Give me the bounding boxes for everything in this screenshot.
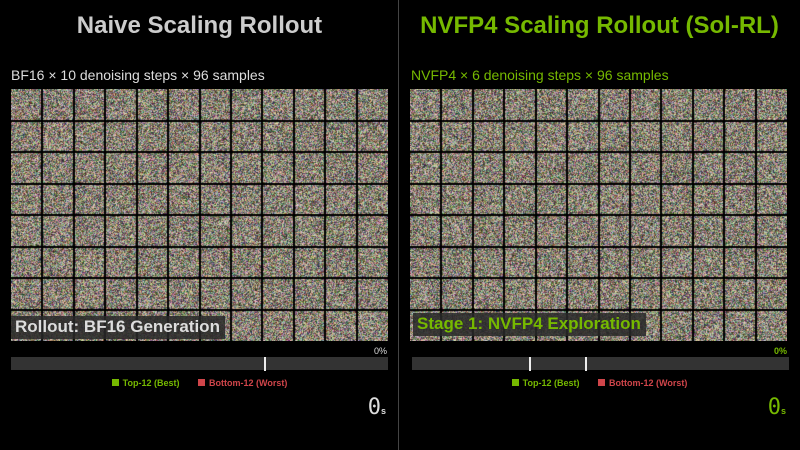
legend: Top-12 (Best) Bottom-12 (Worst) xyxy=(0,378,399,388)
timer: 0s xyxy=(768,395,786,420)
best-swatch-icon xyxy=(512,379,519,386)
panel-subtitle: NVFP4 × 6 denoising steps × 96 samples xyxy=(411,67,669,83)
timer-value: 0 xyxy=(768,395,781,420)
timer-value: 0 xyxy=(368,395,381,420)
legend-worst: Bottom-12 (Worst) xyxy=(609,378,687,388)
nvfp4-rollout-panel: NVFP4 Scaling Rollout (Sol-RL) NVFP4 × 6… xyxy=(400,0,799,450)
panel-title: NVFP4 Scaling Rollout (Sol-RL) xyxy=(400,12,799,40)
progress-percent: 0% xyxy=(774,346,787,356)
timer-unit: s xyxy=(781,406,786,416)
progress-marker xyxy=(585,357,587,371)
best-swatch-icon xyxy=(112,379,119,386)
sample-image-grid xyxy=(410,89,787,341)
legend-best: Top-12 (Best) xyxy=(123,378,180,388)
progress-marker xyxy=(264,357,266,371)
panel-title: Naive Scaling Rollout xyxy=(0,12,399,40)
worst-swatch-icon xyxy=(598,379,605,386)
stage-label: Rollout: BF16 Generation xyxy=(11,316,225,339)
progress-percent: 0% xyxy=(374,346,387,356)
legend: Top-12 (Best) Bottom-12 (Worst) xyxy=(400,378,799,388)
stage-label: Stage 1: NVFP4 Exploration xyxy=(413,313,646,336)
sample-image-grid xyxy=(11,89,388,341)
legend-worst: Bottom-12 (Worst) xyxy=(209,378,287,388)
progress-bar xyxy=(412,357,789,370)
worst-swatch-icon xyxy=(198,379,205,386)
progress-bar xyxy=(11,357,388,370)
timer: 0s xyxy=(368,395,386,420)
timer-unit: s xyxy=(381,406,386,416)
panel-subtitle: BF16 × 10 denoising steps × 96 samples xyxy=(11,67,265,83)
naive-rollout-panel: Naive Scaling Rollout BF16 × 10 denoisin… xyxy=(0,0,399,450)
panel-divider xyxy=(398,0,399,450)
legend-best: Top-12 (Best) xyxy=(523,378,580,388)
progress-marker xyxy=(529,357,531,371)
